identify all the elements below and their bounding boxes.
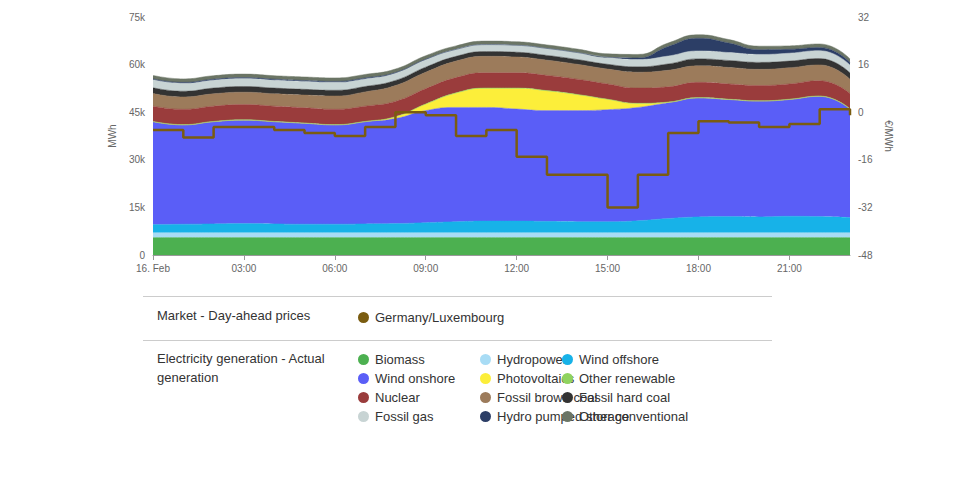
svg-text:16. Feb: 16. Feb: [136, 263, 170, 274]
svg-text:03:00: 03:00: [231, 263, 256, 274]
html-text:Germany/Luxembourg: Germany/Luxembourg: [375, 310, 505, 325]
svg-text:0: 0: [139, 250, 145, 261]
svg-text:12:00: 12:00: [504, 263, 529, 274]
svg-text:60k: 60k: [129, 59, 146, 70]
svg-text:75k: 75k: [129, 12, 146, 23]
svg-text:15k: 15k: [129, 202, 146, 213]
html-text:Nuclear: Nuclear: [375, 390, 420, 405]
svg-text:0: 0: [858, 107, 864, 118]
svg-text:15:00: 15:00: [595, 263, 620, 274]
html-text:Photovoltaics Other renewable: Photovoltaics Other renewable: [497, 371, 676, 386]
svg-text:06:00: 06:00: [322, 263, 347, 274]
html-text:Fossil gas: Fossil gas: [375, 409, 434, 424]
html-text:Other conventional: Other conventional: [579, 409, 689, 424]
html-text:Fossil hard coal: Fossil hard coal: [579, 390, 670, 405]
svg-text:-48: -48: [858, 250, 873, 261]
svg-text:-16: -16: [858, 154, 873, 165]
svg-text:-32: -32: [858, 202, 873, 213]
html-text:Electricity generation - Actua: Electricity generation - Actual generati…: [157, 351, 325, 385]
html-text:Wind onshore: Wind onshore: [375, 371, 456, 386]
html-text:Fossil brown coal: Fossil brown coal: [497, 390, 598, 405]
svg-text:30k: 30k: [129, 154, 146, 165]
svg-text:45k: 45k: [129, 107, 146, 118]
html-text:Biomass: Biomass: [375, 352, 425, 367]
svg-text:09:00: 09:00: [413, 263, 438, 274]
html-text:Hydropower: Hydropower: [497, 352, 568, 367]
html-text:Market - Day-ahead prices: Market - Day-ahead prices: [157, 308, 311, 323]
html-text:Wind offshore: Wind offshore: [579, 352, 659, 367]
svg-text:€/MWh: €/MWh: [883, 120, 894, 152]
html-text:Hydro pumped storage: Hydro pumped storage: [497, 409, 630, 424]
svg-text:MWh: MWh: [107, 124, 118, 147]
svg-text:21:00: 21:00: [777, 263, 802, 274]
svg-text:16: 16: [858, 59, 870, 70]
svg-text:32: 32: [858, 12, 870, 23]
svg-text:18:00: 18:00: [686, 263, 711, 274]
